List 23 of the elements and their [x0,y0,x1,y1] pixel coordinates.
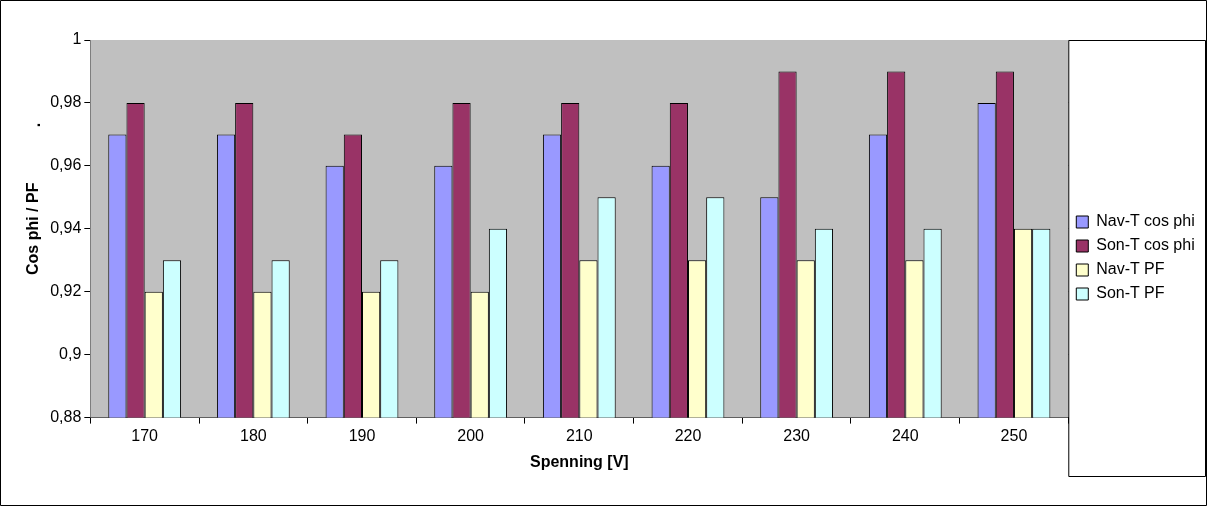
y-tick-label: 0,88 [50,408,82,426]
x-tick-label: 170 [131,426,159,444]
x-tick-label: 240 [891,426,919,444]
y-tick-label: 0,92 [50,282,82,300]
x-tick-label: 200 [457,426,485,444]
y-tick-label: 0,9 [59,345,82,363]
y-tick-label: 0,96 [50,156,82,174]
y-tick-label: 1 [72,30,82,48]
legend-label: Son-T cos phi [1096,236,1195,254]
x-tick-label: 230 [783,426,811,444]
y-tick-label: 0,98 [50,93,82,111]
legend-label: Nav-T PF [1096,260,1165,278]
legend-label: Nav-T cos phi [1096,212,1195,230]
x-tick-label: 250 [1000,426,1028,444]
legend-label: Son-T PF [1096,284,1165,302]
x-axis-title: Spenning [V] [529,452,629,470]
y-axis-title: Cos phi / PF [24,182,42,276]
x-tick-label: 190 [348,426,376,444]
text: . [26,122,43,128]
x-tick-label: 220 [674,426,702,444]
x-tick-label: 210 [565,426,593,444]
x-tick-label: 180 [239,426,267,444]
y-tick-label: 0,94 [50,219,82,237]
